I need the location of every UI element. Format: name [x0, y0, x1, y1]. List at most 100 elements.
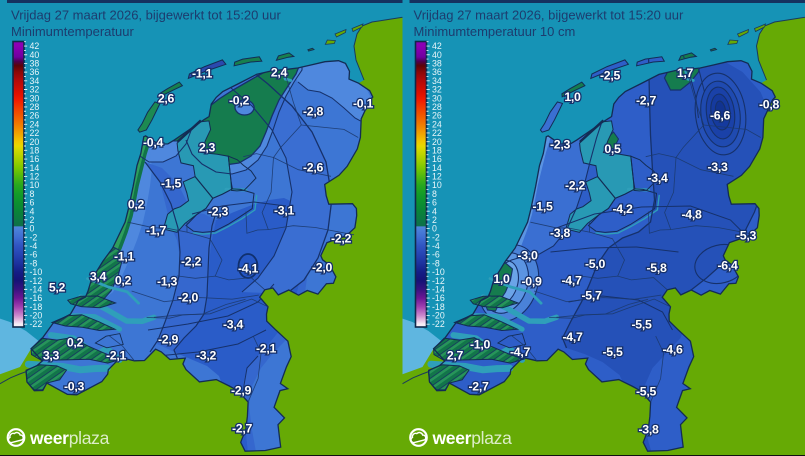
svg-text:30: 30 — [432, 93, 442, 103]
svg-text:1,7: 1,7 — [677, 66, 694, 80]
svg-text:-4,2: -4,2 — [613, 202, 633, 216]
svg-text:-2,7: -2,7 — [636, 94, 656, 108]
svg-text:40: 40 — [432, 50, 442, 60]
svg-text:-2,1: -2,1 — [256, 342, 276, 356]
svg-text:42: 42 — [30, 41, 40, 51]
svg-text:1,0: 1,0 — [564, 90, 581, 104]
svg-text:28: 28 — [432, 102, 442, 112]
svg-text:-2,8: -2,8 — [303, 105, 323, 119]
svg-text:4: 4 — [432, 206, 437, 216]
svg-text:-1,5: -1,5 — [533, 200, 553, 214]
svg-text:-2,7: -2,7 — [469, 380, 489, 394]
svg-text:5,2: 5,2 — [49, 281, 66, 295]
svg-text:4: 4 — [30, 206, 35, 216]
svg-text:40: 40 — [30, 50, 40, 60]
svg-text:20: 20 — [432, 137, 442, 147]
svg-text:-3,4: -3,4 — [648, 171, 668, 185]
svg-text:-22: -22 — [432, 319, 445, 329]
svg-text:-4,6: -4,6 — [663, 343, 683, 357]
svg-text:-5,7: -5,7 — [582, 289, 602, 303]
svg-text:-2: -2 — [432, 232, 440, 242]
svg-text:-5,0: -5,0 — [585, 257, 605, 271]
svg-text:12: 12 — [432, 172, 442, 182]
svg-text:-2,3: -2,3 — [208, 205, 228, 219]
svg-text:Minimumtemperatuur: Minimumtemperatuur — [11, 24, 134, 39]
svg-text:-6,6: -6,6 — [710, 109, 730, 123]
svg-text:-1,1: -1,1 — [114, 250, 134, 264]
svg-text:0: 0 — [432, 224, 437, 234]
svg-text:-4,7: -4,7 — [562, 274, 582, 288]
svg-text:weerplaza: weerplaza — [432, 428, 513, 448]
svg-text:-16: -16 — [432, 293, 445, 303]
svg-text:-22: -22 — [30, 319, 43, 329]
svg-text:2: 2 — [30, 215, 35, 225]
svg-text:24: 24 — [30, 119, 40, 129]
svg-text:38: 38 — [30, 59, 40, 69]
svg-text:-10: -10 — [432, 267, 445, 277]
svg-text:32: 32 — [30, 85, 40, 95]
svg-text:22: 22 — [30, 128, 40, 138]
svg-text:-3,8: -3,8 — [550, 226, 570, 240]
svg-text:6: 6 — [30, 198, 35, 208]
svg-text:-1,0: -1,0 — [470, 338, 490, 352]
svg-text:26: 26 — [432, 111, 442, 121]
svg-text:14: 14 — [432, 163, 442, 173]
svg-text:-2,9: -2,9 — [231, 384, 251, 398]
svg-text:-6: -6 — [432, 250, 440, 260]
svg-text:-1,1: -1,1 — [192, 67, 212, 81]
svg-text:0,5: 0,5 — [604, 142, 621, 156]
svg-text:-2,0: -2,0 — [178, 291, 198, 305]
svg-text:-5,5: -5,5 — [636, 385, 656, 399]
svg-text:34: 34 — [30, 76, 40, 86]
svg-text:28: 28 — [30, 102, 40, 112]
svg-text:-0,2: -0,2 — [229, 94, 249, 108]
svg-text:-2,2: -2,2 — [331, 232, 351, 246]
svg-text:36: 36 — [432, 67, 442, 77]
svg-text:10: 10 — [30, 180, 40, 190]
svg-text:-4,8: -4,8 — [682, 208, 702, 222]
svg-text:-2,2: -2,2 — [181, 255, 201, 269]
svg-text:1,0: 1,0 — [493, 272, 510, 286]
svg-text:-2,3: -2,3 — [550, 138, 570, 152]
svg-text:Vrijdag 27 maart 2026, bijgewe: Vrijdag 27 maart 2026, bijgewerkt tot 15… — [414, 8, 684, 23]
svg-text:-14: -14 — [432, 285, 445, 295]
svg-text:-3,0: -3,0 — [518, 249, 538, 263]
svg-text:8: 8 — [30, 189, 35, 199]
svg-text:-20: -20 — [432, 311, 445, 321]
svg-text:-0,8: -0,8 — [759, 98, 779, 112]
svg-text:-12: -12 — [432, 276, 445, 286]
svg-text:-8: -8 — [432, 258, 440, 268]
svg-text:-6: -6 — [30, 250, 38, 260]
svg-text:2: 2 — [432, 215, 437, 225]
svg-text:24: 24 — [432, 119, 442, 129]
svg-text:-3,2: -3,2 — [196, 349, 216, 363]
svg-text:14: 14 — [30, 163, 40, 173]
svg-text:-2,9: -2,9 — [158, 333, 178, 347]
svg-text:8: 8 — [432, 189, 437, 199]
svg-text:-18: -18 — [432, 302, 445, 312]
svg-text:0,2: 0,2 — [128, 198, 145, 212]
svg-text:weerplaza: weerplaza — [29, 428, 110, 448]
svg-text:2,4: 2,4 — [271, 66, 288, 80]
svg-text:Vrijdag 27 maart 2026, bijgewe: Vrijdag 27 maart 2026, bijgewerkt tot 15… — [11, 8, 281, 23]
svg-text:-4: -4 — [30, 241, 38, 251]
svg-text:-5,8: -5,8 — [647, 261, 667, 275]
svg-text:22: 22 — [432, 128, 442, 138]
svg-text:12: 12 — [30, 172, 40, 182]
svg-text:18: 18 — [30, 145, 40, 155]
svg-text:-18: -18 — [30, 302, 43, 312]
svg-text:10: 10 — [432, 180, 442, 190]
svg-text:-2,2: -2,2 — [565, 179, 585, 193]
svg-text:-1,5: -1,5 — [161, 177, 181, 191]
svg-text:16: 16 — [30, 154, 40, 164]
svg-text:-5,5: -5,5 — [603, 345, 623, 359]
svg-text:38: 38 — [432, 59, 442, 69]
svg-text:-8: -8 — [30, 258, 38, 268]
svg-text:Minimumtemperatuur 10 cm: Minimumtemperatuur 10 cm — [414, 24, 576, 39]
svg-text:32: 32 — [432, 85, 442, 95]
svg-text:-2,7: -2,7 — [232, 422, 252, 436]
svg-text:16: 16 — [432, 154, 442, 164]
svg-text:2,6: 2,6 — [158, 92, 175, 106]
svg-text:34: 34 — [432, 76, 442, 86]
svg-text:-4,7: -4,7 — [563, 330, 583, 344]
